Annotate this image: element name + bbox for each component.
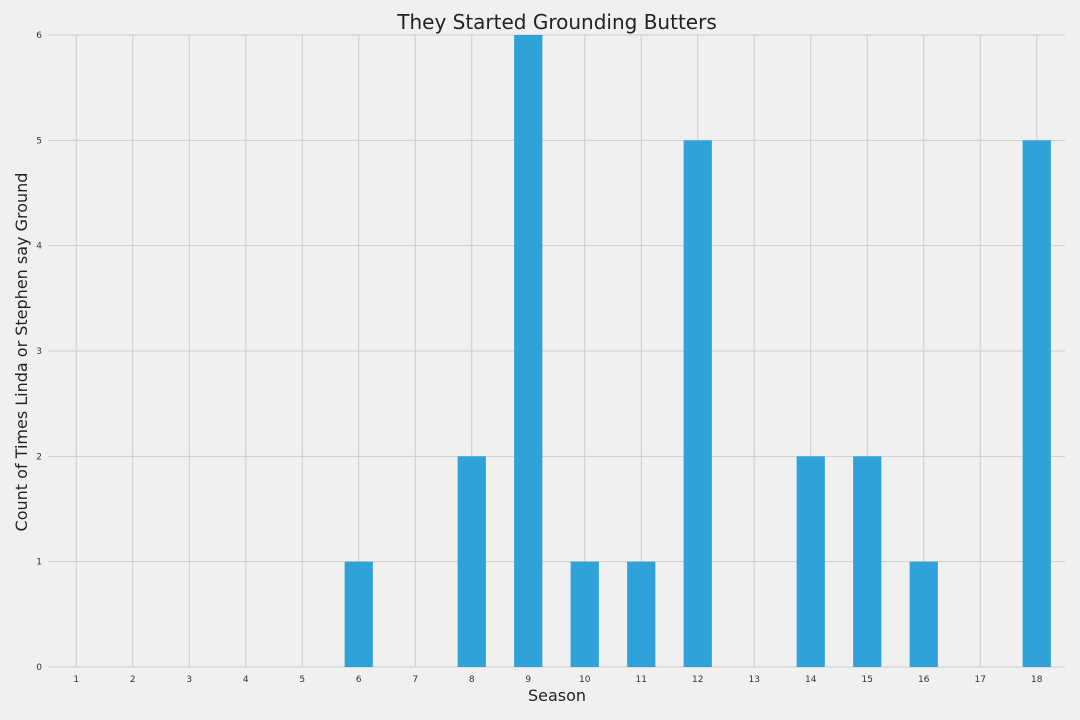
- x-tick-label: 2: [130, 675, 136, 685]
- y-tick-label: 3: [36, 347, 42, 357]
- x-tick-label: 10: [579, 675, 591, 685]
- x-tick-label: 16: [918, 675, 930, 685]
- bar-season-16: [909, 561, 938, 667]
- bar-season-11: [627, 561, 656, 667]
- x-tick-label: 15: [862, 675, 873, 685]
- x-tick-label: 1: [73, 675, 79, 685]
- x-tick-label: 18: [1031, 675, 1043, 685]
- bar-season-8: [457, 456, 486, 667]
- chart-title: They Started Grounding Butters: [396, 10, 716, 34]
- x-tick-label: 11: [636, 675, 647, 685]
- y-tick-label: 0: [36, 663, 42, 673]
- x-tick-label: 3: [186, 675, 192, 685]
- x-tick-label: 13: [749, 675, 760, 685]
- x-axis-ticks: 1 2 3 4 5 6 7 8 9 10 11 12 13 14 15 16 17 18: [73, 675, 1042, 685]
- y-tick-label: 2: [36, 452, 42, 462]
- y-axis-ticks: 0 1 2 3 4 5 6: [36, 31, 42, 673]
- bar-season-14: [796, 456, 825, 667]
- bar-season-12: [683, 140, 712, 668]
- y-tick-label: 1: [36, 558, 42, 568]
- bars: [344, 35, 1051, 668]
- x-tick-label: 5: [299, 675, 305, 685]
- x-tick-label: 4: [243, 675, 249, 685]
- y-tick-label: 6: [36, 31, 42, 41]
- bar-season-18: [1022, 140, 1051, 668]
- x-tick-label: 6: [356, 675, 362, 685]
- x-tick-label: 14: [805, 675, 817, 685]
- x-tick-label: 12: [692, 675, 703, 685]
- bar-season-10: [570, 561, 599, 667]
- x-tick-label: 8: [469, 675, 475, 685]
- y-tick-label: 4: [36, 242, 42, 252]
- bar-season-15: [853, 456, 882, 667]
- bar-season-6: [344, 561, 373, 667]
- x-tick-label: 7: [412, 675, 418, 685]
- x-tick-label: 17: [975, 675, 986, 685]
- x-tick-label: 9: [525, 675, 531, 685]
- x-axis-label: Season: [528, 686, 586, 705]
- y-tick-label: 5: [36, 136, 42, 146]
- y-axis-label: Count of Times Linda or Stephen say Grou…: [12, 173, 31, 532]
- bar-season-9: [514, 35, 543, 667]
